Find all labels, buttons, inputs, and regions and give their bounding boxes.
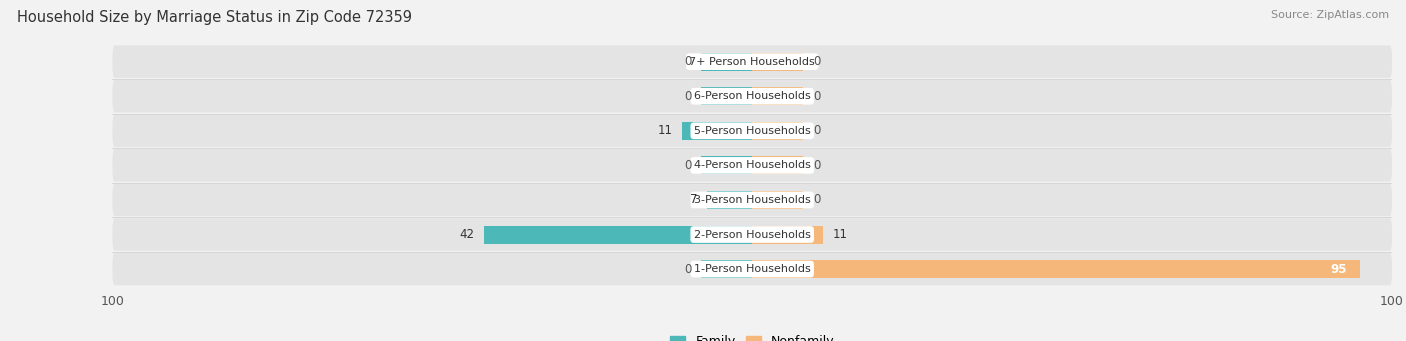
FancyBboxPatch shape (112, 253, 1392, 285)
FancyBboxPatch shape (112, 149, 1392, 182)
Bar (702, 53, 752, 71)
Legend: Family, Nonfamily: Family, Nonfamily (665, 330, 839, 341)
Bar (752, 191, 803, 209)
Bar (707, 191, 752, 209)
Text: 4-Person Households: 4-Person Households (693, 160, 811, 170)
Text: 0: 0 (813, 193, 820, 206)
FancyBboxPatch shape (112, 184, 1392, 216)
Text: 3-Person Households: 3-Person Households (693, 195, 811, 205)
Text: 0: 0 (685, 90, 692, 103)
Bar (702, 87, 752, 105)
FancyBboxPatch shape (112, 218, 1392, 251)
Text: 7: 7 (690, 193, 697, 206)
Bar (484, 225, 752, 243)
FancyBboxPatch shape (112, 45, 1392, 78)
Bar (702, 157, 752, 174)
Text: 0: 0 (813, 90, 820, 103)
Bar (752, 157, 803, 174)
Text: 2-Person Households: 2-Person Households (693, 229, 811, 239)
FancyBboxPatch shape (112, 80, 1392, 113)
Text: 0: 0 (813, 124, 820, 137)
Bar (702, 260, 752, 278)
Text: 0: 0 (813, 159, 820, 172)
Text: Source: ZipAtlas.com: Source: ZipAtlas.com (1271, 10, 1389, 20)
Text: 0: 0 (685, 263, 692, 276)
Text: 11: 11 (657, 124, 672, 137)
Text: 1-Person Households: 1-Person Households (693, 264, 811, 274)
Text: 0: 0 (685, 159, 692, 172)
Text: Household Size by Marriage Status in Zip Code 72359: Household Size by Marriage Status in Zip… (17, 10, 412, 25)
Text: 0: 0 (813, 55, 820, 68)
Text: 0: 0 (685, 55, 692, 68)
Bar (752, 225, 823, 243)
Text: 7+ Person Households: 7+ Person Households (689, 57, 815, 66)
FancyBboxPatch shape (112, 115, 1392, 147)
Text: 5-Person Households: 5-Person Households (693, 126, 811, 136)
Bar (682, 122, 752, 140)
Bar (752, 87, 803, 105)
Text: 6-Person Households: 6-Person Households (693, 91, 811, 101)
Text: 42: 42 (458, 228, 474, 241)
Bar (752, 53, 803, 71)
Text: 11: 11 (832, 228, 848, 241)
Text: 95: 95 (1330, 263, 1347, 276)
Bar (752, 260, 1360, 278)
Bar (752, 122, 803, 140)
